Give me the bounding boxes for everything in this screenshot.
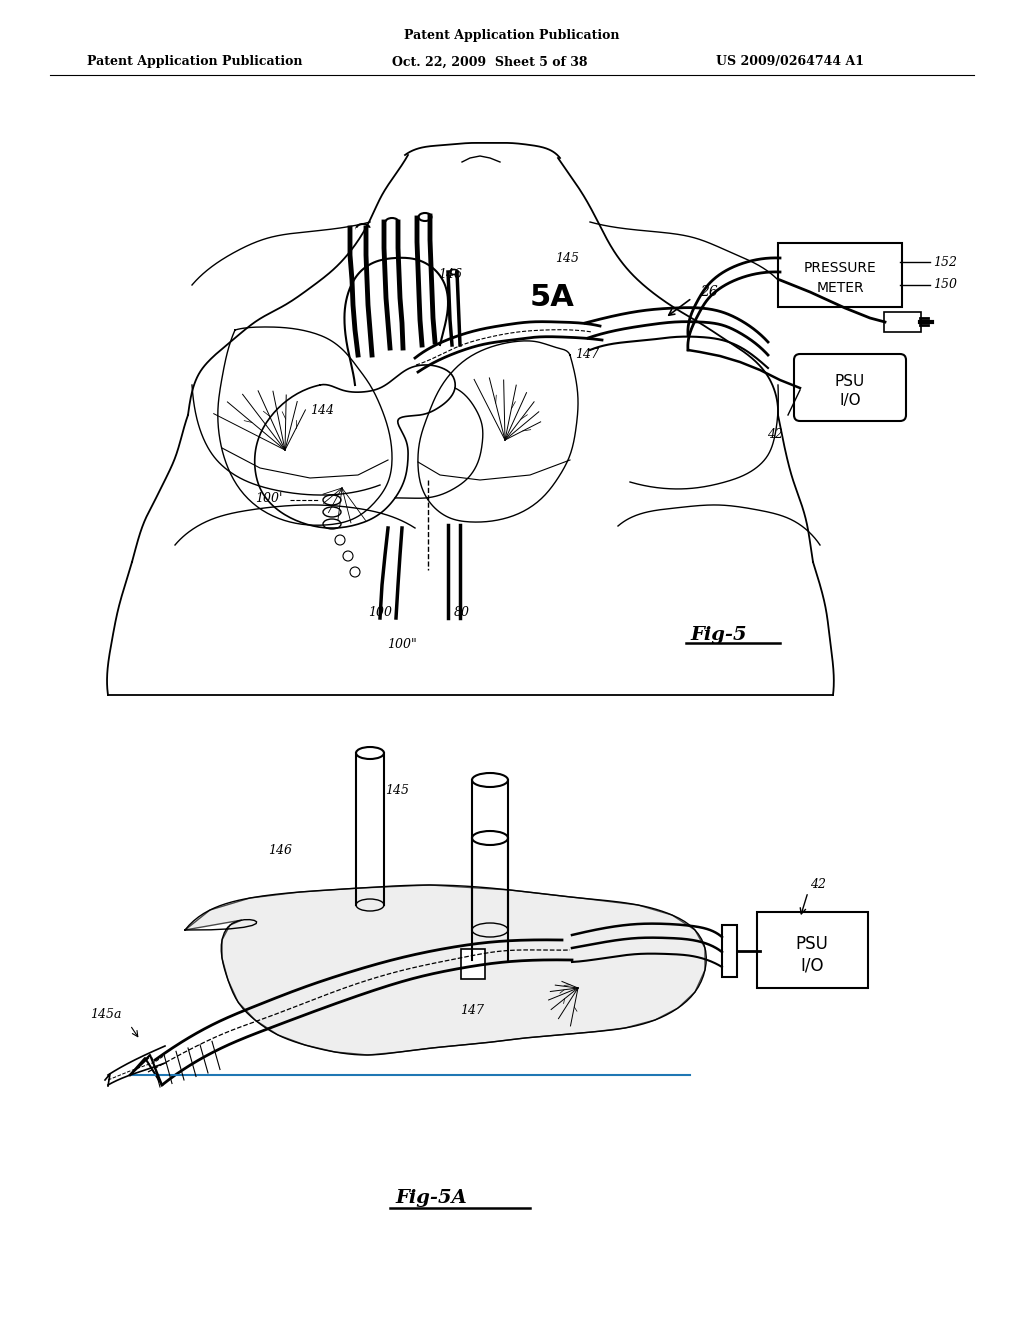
FancyBboxPatch shape: [794, 354, 906, 421]
Text: I/O: I/O: [800, 956, 823, 974]
Text: Oct. 22, 2009  Sheet 5 of 38: Oct. 22, 2009 Sheet 5 of 38: [392, 55, 588, 69]
Text: PSU: PSU: [796, 935, 828, 953]
Polygon shape: [185, 884, 705, 1055]
Text: 145: 145: [385, 784, 409, 796]
Text: 146: 146: [438, 268, 462, 281]
Text: 147: 147: [460, 1003, 484, 1016]
Text: 100: 100: [368, 606, 392, 619]
Text: 5A: 5A: [530, 284, 574, 313]
Text: 100': 100': [255, 491, 283, 504]
Text: 144: 144: [310, 404, 334, 417]
Text: 147: 147: [575, 348, 599, 362]
Text: 26: 26: [700, 285, 718, 300]
Text: 152: 152: [933, 256, 957, 268]
Text: 145a: 145a: [90, 1008, 122, 1022]
Text: 42: 42: [810, 879, 826, 891]
Text: 145: 145: [555, 252, 579, 264]
Text: 150: 150: [933, 279, 957, 292]
Bar: [722, 925, 737, 977]
Text: I/O: I/O: [840, 392, 861, 408]
Text: Patent Application Publication: Patent Application Publication: [87, 55, 303, 69]
Text: 80: 80: [454, 606, 470, 619]
Text: METER: METER: [816, 281, 864, 294]
Text: Patent Application Publication: Patent Application Publication: [404, 29, 620, 41]
Text: PRESSURE: PRESSURE: [804, 261, 877, 275]
Text: Fig-5: Fig-5: [690, 626, 746, 644]
Text: 146: 146: [268, 843, 292, 857]
FancyBboxPatch shape: [778, 243, 902, 308]
Text: PSU: PSU: [835, 375, 865, 389]
Text: 42: 42: [767, 429, 783, 441]
FancyBboxPatch shape: [757, 912, 868, 987]
Text: 100": 100": [387, 639, 417, 652]
FancyBboxPatch shape: [461, 949, 485, 979]
Text: US 2009/0264744 A1: US 2009/0264744 A1: [716, 55, 864, 69]
Text: Fig-5A: Fig-5A: [395, 1189, 467, 1206]
FancyBboxPatch shape: [884, 312, 921, 333]
